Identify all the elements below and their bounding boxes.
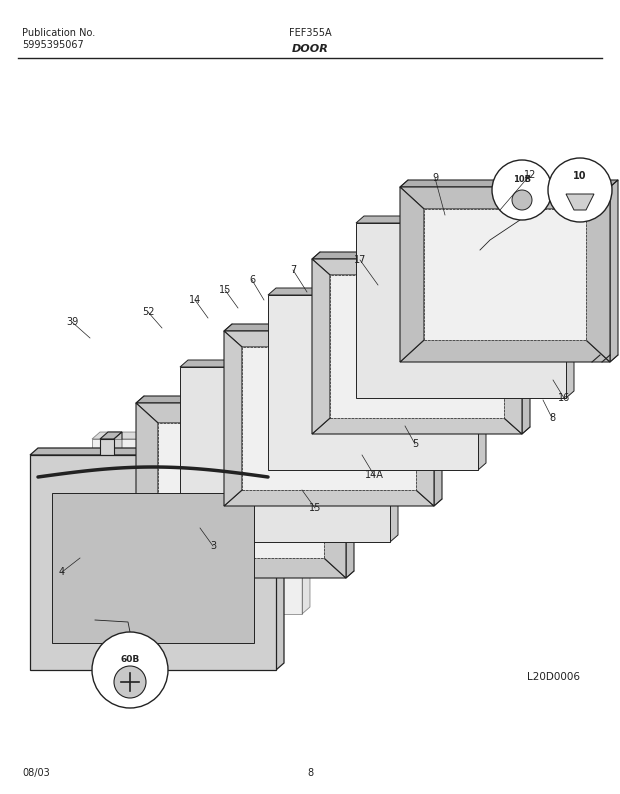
Polygon shape — [610, 180, 618, 362]
Polygon shape — [92, 432, 310, 439]
Polygon shape — [566, 194, 594, 210]
Polygon shape — [390, 360, 398, 542]
Polygon shape — [30, 455, 276, 670]
Text: 15: 15 — [219, 285, 231, 295]
Text: 17: 17 — [354, 255, 366, 265]
Text: 10: 10 — [574, 171, 587, 181]
Polygon shape — [324, 403, 346, 578]
Polygon shape — [114, 432, 122, 614]
Text: 5: 5 — [412, 439, 418, 449]
Polygon shape — [180, 367, 390, 542]
Polygon shape — [136, 403, 346, 423]
Polygon shape — [92, 439, 302, 614]
Circle shape — [492, 160, 552, 220]
Polygon shape — [400, 187, 424, 362]
Polygon shape — [158, 423, 324, 558]
Polygon shape — [30, 448, 284, 455]
Polygon shape — [276, 448, 284, 670]
Polygon shape — [224, 331, 434, 347]
Polygon shape — [302, 432, 310, 614]
Polygon shape — [136, 403, 158, 578]
Text: DOOR: DOOR — [291, 44, 329, 54]
Polygon shape — [416, 331, 434, 506]
Polygon shape — [312, 259, 330, 434]
Polygon shape — [136, 558, 346, 578]
Polygon shape — [312, 418, 522, 434]
Text: 39: 39 — [66, 317, 78, 327]
Text: L20D0006: L20D0006 — [527, 672, 580, 682]
Text: 10B: 10B — [513, 175, 531, 184]
Text: 4: 4 — [59, 567, 65, 577]
Polygon shape — [356, 223, 566, 398]
Polygon shape — [400, 180, 618, 187]
Polygon shape — [424, 209, 586, 340]
Text: 08/03: 08/03 — [22, 768, 50, 778]
Text: 12: 12 — [524, 170, 536, 180]
Polygon shape — [478, 288, 486, 470]
Polygon shape — [224, 490, 434, 506]
Polygon shape — [268, 295, 478, 470]
Polygon shape — [504, 259, 522, 434]
Text: 15: 15 — [309, 503, 321, 513]
Polygon shape — [224, 331, 242, 506]
Polygon shape — [434, 324, 442, 506]
Polygon shape — [180, 360, 398, 367]
Text: 14: 14 — [189, 295, 201, 305]
Text: 52: 52 — [142, 307, 154, 317]
Text: FEF355A: FEF355A — [289, 28, 331, 38]
Polygon shape — [330, 275, 504, 418]
Circle shape — [512, 190, 532, 210]
Polygon shape — [52, 493, 254, 643]
Text: eReplacementParts.com: eReplacementParts.com — [242, 425, 378, 435]
Polygon shape — [522, 252, 530, 434]
Text: 7: 7 — [290, 265, 296, 275]
Polygon shape — [224, 324, 442, 331]
Text: 3: 3 — [210, 541, 216, 551]
Circle shape — [92, 632, 168, 708]
Text: 8: 8 — [549, 413, 555, 423]
Text: 5995395067: 5995395067 — [22, 40, 84, 50]
Polygon shape — [242, 347, 416, 490]
Polygon shape — [268, 288, 486, 295]
Polygon shape — [312, 252, 530, 259]
Polygon shape — [346, 396, 354, 578]
Polygon shape — [400, 187, 610, 209]
Text: 60B: 60B — [120, 656, 140, 665]
Polygon shape — [400, 340, 610, 362]
Polygon shape — [566, 216, 574, 398]
Text: 9: 9 — [432, 173, 438, 183]
Polygon shape — [312, 259, 522, 275]
Text: Publication No.: Publication No. — [22, 28, 95, 38]
Polygon shape — [136, 396, 354, 403]
Text: 16: 16 — [558, 393, 570, 403]
Polygon shape — [100, 439, 114, 614]
Text: 6: 6 — [249, 275, 255, 285]
Text: 14A: 14A — [365, 470, 383, 480]
Text: 8: 8 — [307, 768, 313, 778]
Polygon shape — [100, 432, 122, 439]
Circle shape — [114, 666, 146, 698]
Circle shape — [548, 158, 612, 222]
Polygon shape — [586, 187, 610, 362]
Polygon shape — [356, 216, 574, 223]
